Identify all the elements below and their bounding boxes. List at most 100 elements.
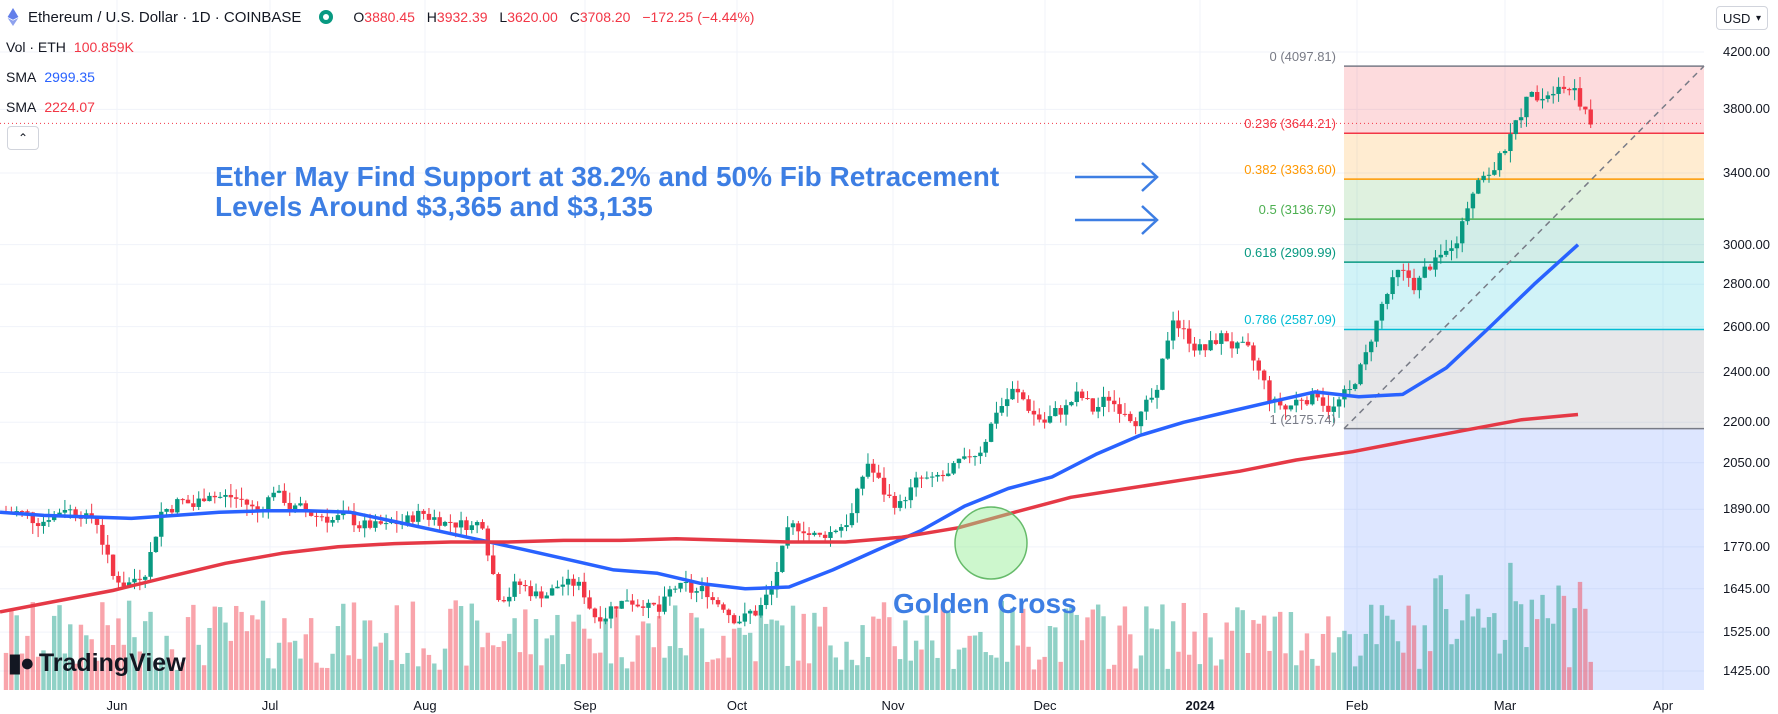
volume-bar [480, 647, 485, 690]
volume-bar [191, 604, 196, 690]
candle-body [533, 591, 539, 597]
candle-body [881, 477, 887, 495]
candle-body [1470, 193, 1476, 209]
candle-body [1203, 344, 1208, 351]
candle-body [1031, 410, 1037, 415]
candle-body [1310, 391, 1315, 405]
candle-body [474, 522, 480, 526]
candle-body [924, 477, 930, 479]
volume-bar [565, 653, 571, 690]
time-tick-label: Nov [881, 698, 905, 713]
volume-bar [790, 605, 796, 690]
candle-body [73, 509, 78, 517]
currency-selector[interactable]: USD ▾ [1716, 6, 1768, 30]
candle-body [1149, 397, 1154, 400]
candle-body [1443, 250, 1449, 255]
high-label: H [426, 9, 437, 25]
logo-text: TradingView [38, 648, 186, 677]
volume-bar [367, 620, 373, 690]
candle-body [325, 516, 330, 523]
ethereum-icon [7, 8, 19, 26]
candle-body [330, 520, 335, 523]
volume-bar [935, 657, 940, 690]
candle-body [635, 604, 640, 607]
sma-slow-value: 2224.07 [44, 99, 95, 115]
candle-body [828, 532, 833, 538]
volume-bar [946, 611, 951, 690]
candle-body [405, 515, 410, 524]
symbol-title[interactable]: Ethereum / U.S. Dollar · 1D · COINBASE [28, 8, 302, 26]
volume-bar [1369, 604, 1374, 690]
candle-body [1047, 416, 1053, 423]
volume-bar [474, 620, 480, 690]
volume-bar [689, 612, 694, 690]
candle-body [656, 604, 662, 612]
volume-bar [1235, 607, 1240, 690]
volume-bar [1401, 652, 1406, 690]
volume-bar [1347, 634, 1352, 690]
candle-body [576, 581, 582, 586]
volume-indicator[interactable]: Vol · ETH 100.859K [6, 39, 134, 55]
volume-bar [84, 635, 89, 690]
volume-bar [169, 649, 175, 690]
candle-body [946, 473, 951, 477]
volume-bar [673, 605, 678, 690]
overlays [954, 162, 1159, 580]
volume-bar [903, 620, 908, 690]
candle-body [1240, 341, 1245, 343]
fib-trend-line [1343, 65, 1705, 430]
tradingview-logo[interactable]: ▮● TradingView [8, 648, 186, 678]
market-status-icon[interactable] [319, 10, 334, 24]
volume-bar [972, 635, 978, 690]
volume-bar [640, 621, 646, 690]
candle-body [598, 617, 603, 622]
volume-bar [747, 632, 753, 690]
candle-body [978, 452, 983, 457]
candle-body [480, 522, 485, 529]
candle-body [1277, 398, 1283, 406]
fib-level-label: 0.5 (3136.79) [1258, 202, 1336, 218]
volume-bar [399, 663, 405, 690]
collapse-indicators-button[interactable]: ⌃ [7, 126, 39, 150]
candle-body [1186, 328, 1192, 344]
volume-bar [1379, 605, 1385, 690]
sma-fast-indicator[interactable]: SMA 2999.35 [6, 69, 95, 85]
volume-bar [314, 662, 319, 690]
candle-body [185, 499, 191, 504]
candle-body [624, 600, 630, 602]
volume-bar [635, 635, 640, 690]
candle-body [191, 503, 196, 507]
volume-bar [892, 646, 897, 690]
candle-body [1090, 398, 1096, 412]
volume-bar [266, 658, 271, 690]
open-value: 3880.45 [364, 9, 415, 25]
volume-bar [490, 645, 496, 690]
volume-bar [1138, 655, 1144, 690]
price-tick-label: 2400.00 [1723, 364, 1770, 380]
volume-bar [822, 606, 828, 690]
volume-bar [1518, 604, 1524, 690]
fib-zone [1344, 133, 1704, 180]
candle-body [951, 463, 956, 474]
time-tick-label: Jul [261, 698, 279, 713]
candle-body [994, 412, 999, 424]
sma-slow-indicator[interactable]: SMA 2224.07 [6, 99, 95, 115]
candle-body [62, 510, 68, 513]
volume-bar [1331, 652, 1336, 690]
candle-body [1197, 344, 1203, 351]
candle-body [929, 476, 935, 478]
volume-bar [421, 648, 426, 690]
candle-body [742, 613, 748, 622]
volume-bar [849, 659, 855, 690]
candle-body [1122, 413, 1128, 415]
volume-bar [1112, 664, 1117, 690]
candle-body [956, 458, 962, 464]
volume-bar [865, 656, 871, 690]
candle-body [1026, 399, 1031, 411]
candle-body [41, 521, 46, 527]
fib-level-label: 0.382 (3363.60) [1244, 162, 1336, 178]
candle-body [1363, 352, 1369, 365]
candle-body [351, 511, 357, 526]
volume-bar [962, 647, 967, 690]
